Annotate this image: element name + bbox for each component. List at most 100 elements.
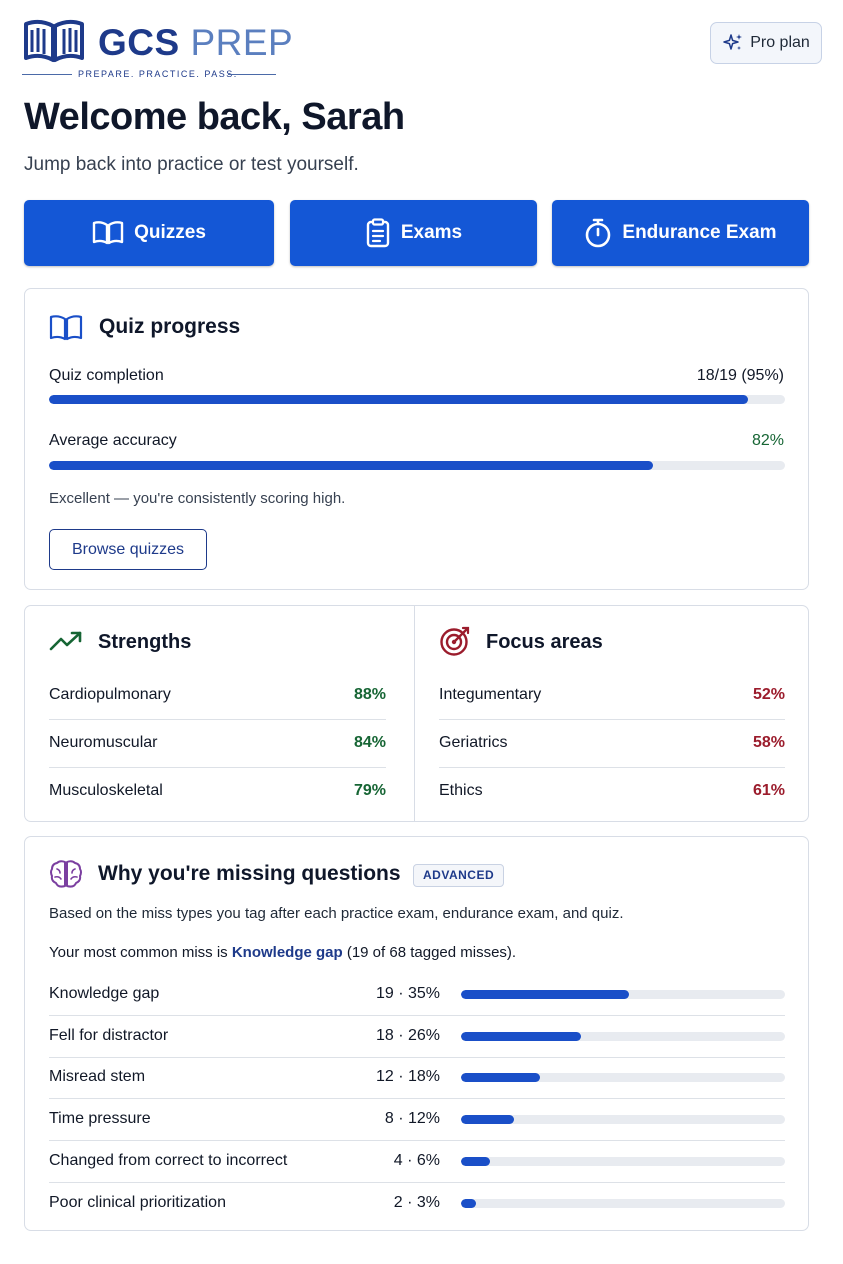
miss-type-row: Changed from correct to incorrect 4 · 6% [49,1141,785,1183]
panel-divider [414,606,415,821]
focus-areas-panel: Focus areas Integumentary 52% Geriatrics 58… [439,606,785,821]
endurance-exam-label: Endurance Exam [622,222,777,243]
brand-name-primary: GCS [98,22,180,63]
miss-type-bar-fill [461,1031,581,1041]
exams-button[interactable]: Exams [290,200,537,266]
quiz-progress-note: Excellent — you're consistently scoring … [49,490,346,507]
focus-area-row: Ethics 61% [439,768,785,816]
quizzes-button[interactable]: Quizzes [24,200,274,266]
book-icon [92,221,124,245]
welcome-title: Welcome back, Sarah [24,96,405,138]
miss-type-count: 19 · 35% [375,985,440,1002]
miss-type-bar [461,1198,785,1208]
target-icon [440,626,470,656]
quiz-progress-card: Quiz progress Quiz completion 18/19 (95%… [24,288,809,590]
strengths-panel: Strengths Cardiopulmonary 88% Neuromuscula… [49,606,386,821]
miss-type-name: Poor clinical prioritization [49,1193,226,1211]
clipboard-icon [366,218,390,248]
miss-type-row: Misread stem 12 · 18% [49,1057,785,1100]
miss-type-bar [461,1031,785,1041]
miss-type-row: Fell for distractor 18 · 26% [49,1016,785,1058]
missing-questions-description: Based on the miss types you tag after ea… [49,905,624,922]
stat-name: Cardiopulmonary [49,686,171,703]
brain-icon [50,860,82,888]
average-accuracy-fill [49,461,653,470]
miss-type-count: 18 · 26% [375,1026,440,1044]
strengths-title: Strengths [98,631,192,653]
miss-type-bar [461,1073,785,1083]
strengths-focus-card: Strengths Cardiopulmonary 88% Neuromuscula… [24,605,809,822]
welcome-subtitle: Jump back into practice or test yourself… [24,154,359,175]
stat-value: 52% [752,686,785,703]
miss-type-count: 2 · 3% [393,1193,440,1211]
exams-label: Exams [400,222,463,243]
most-common-prefix: Your most common miss is [49,944,232,961]
strength-row: Neuromuscular 84% [49,720,386,768]
brand-name-secondary: PREP [190,22,294,63]
stat-name: Geriatrics [439,734,508,751]
miss-type-bar [461,1115,785,1125]
average-accuracy-value: 82% [751,432,784,449]
miss-type-name: Misread stem [49,1068,146,1086]
stat-value: 84% [353,734,386,751]
quiz-completion-fill [49,395,749,404]
miss-type-bar [461,1156,785,1166]
tagline-rule-left [22,74,72,75]
advanced-badge: ADVANCED [413,864,505,887]
stat-value: 88% [353,686,386,703]
average-accuracy-label: Average accuracy [49,432,177,449]
pro-plan-label: Pro plan [750,34,810,51]
stat-name: Ethics [439,782,483,799]
miss-type-count: 8 · 12% [384,1110,440,1128]
strength-row: Musculoskeletal 79% [49,768,386,816]
brand-name: GCS PREP [98,22,293,64]
most-common-miss: Your most common miss is Knowledge gap (… [49,944,516,961]
action-buttons: Quizzes Exams Endurance Exam [24,200,809,266]
miss-type-bar-fill [461,1156,491,1166]
miss-type-bar-fill [461,1073,541,1083]
miss-type-count: 4 · 6% [393,1151,440,1169]
average-accuracy-bar [49,461,785,470]
quiz-completion-label: Quiz completion [49,367,164,384]
stat-name: Integumentary [439,686,542,703]
pro-plan-button[interactable]: Pro plan [710,22,822,64]
focus-area-row: Integumentary 52% [439,672,785,720]
quiz-progress-title: Quiz progress [99,315,241,338]
miss-type-name: Time pressure [49,1110,151,1128]
missing-questions-title: Why you're missing questions [98,862,401,885]
stopwatch-icon [586,218,611,248]
sparkle-icon [723,34,743,50]
browse-quizzes-button[interactable]: Browse quizzes [49,529,207,570]
focus-area-row: Geriatrics 58% [439,720,785,768]
missing-questions-card: Why you're missing questions ADVANCED Ba… [24,836,809,1231]
most-common-highlight: Knowledge gap [231,944,343,961]
miss-type-name: Changed from correct to incorrect [49,1151,288,1169]
stat-value: 58% [752,734,785,751]
miss-type-bar-fill [461,990,630,999]
miss-type-name: Fell for distractor [49,1026,169,1044]
stat-name: Neuromuscular [49,734,158,751]
focus-areas-title: Focus areas [486,631,603,653]
stat-value: 79% [353,782,386,799]
quizzes-label: Quizzes [134,222,206,243]
quiz-completion-bar [49,395,785,404]
miss-type-row: Knowledge gap 19 · 35% [49,974,785,1016]
open-book-logo-icon [24,19,84,62]
brand-logo[interactable]: GCS PREP PREPARE. PRACTICE. PASS. [22,16,293,82]
miss-type-bar [461,990,785,999]
tagline-rule-right [228,74,276,75]
quiz-completion-value: 18/19 (95%) [696,367,784,384]
header: GCS PREP PREPARE. PRACTICE. PASS. Pro pl… [22,16,822,82]
stat-value: 61% [752,782,785,799]
trending-up-icon [49,631,82,651]
miss-type-bar-fill [461,1115,515,1125]
brand-tagline: PREPARE. PRACTICE. PASS. [78,69,238,79]
miss-type-bar-fill [461,1198,476,1208]
strength-row: Cardiopulmonary 88% [49,672,386,720]
most-common-suffix: (19 of 68 tagged misses). [342,944,517,961]
miss-type-row: Time pressure 8 · 12% [49,1099,785,1142]
miss-type-name: Knowledge gap [49,985,160,1002]
miss-type-row: Poor clinical prioritization 2 · 3% [49,1183,785,1225]
endurance-exam-button[interactable]: Endurance Exam [552,200,809,266]
